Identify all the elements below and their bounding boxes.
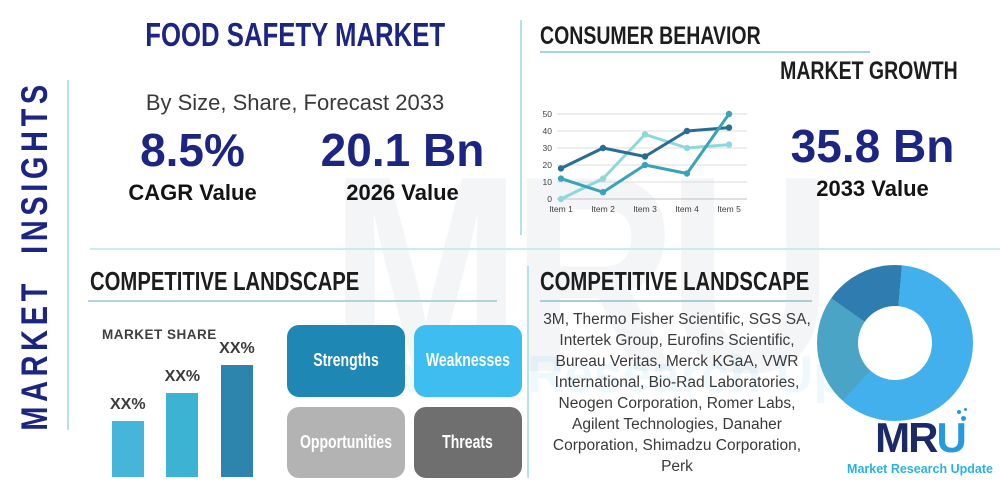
bar — [166, 393, 199, 477]
page-subtitle: By Size, Share, Forecast 2033 — [145, 90, 445, 115]
competitive-landscape-left-heading-text: COMPETITIVE LANDSCAPE — [90, 266, 360, 296]
stat-2026-value: 20.1 Bn — [320, 124, 485, 176]
svg-text:Item 5: Item 5 — [717, 204, 741, 214]
page-title-text: FOOD SAFETY MARKET — [145, 16, 445, 53]
bar — [220, 365, 253, 477]
market-share-chart-title: MARKET SHARE — [102, 327, 217, 342]
bar-column: XX% — [219, 340, 255, 477]
top-right-divider-line — [520, 20, 522, 235]
stat-2026: 20.1 Bn 2026 Value — [305, 126, 500, 206]
consumer-behavior-line-chart: 0 10 20 30 40 50 Item 1 Item 2 Item 3 Item 4 Item … — [543, 109, 747, 214]
swot-strengths-box: Strengths — [287, 325, 405, 397]
mru-logo-letter-m: M — [875, 414, 910, 461]
svg-text:Item 4: Item 4 — [675, 204, 699, 214]
bottom-right-divider-line — [527, 266, 529, 478]
market-growth-heading-text: MARKET GROWTH — [780, 57, 958, 85]
company-list: 3M, Thermo Fisher Scientific, SGS SA, In… — [543, 311, 811, 475]
swot-threats-label: Threats — [442, 431, 494, 452]
consumer-behavior-underline — [540, 51, 870, 53]
competitive-landscape-right-underline — [540, 300, 812, 302]
sidebar-divider-line — [67, 80, 69, 430]
svg-text:0: 0 — [547, 194, 552, 204]
bar-value-label: XX% — [110, 396, 146, 413]
competitive-landscape-right-heading-text: COMPETITIVE LANDSCAPE — [540, 266, 810, 296]
mru-logo: MRU Market Research Update — [840, 408, 1000, 476]
bar-column: XX% — [110, 396, 146, 477]
page-title: FOOD SAFETY MARKET — [90, 16, 500, 54]
svg-text:30: 30 — [543, 143, 553, 153]
swot-opportunities-box: Opportunities — [287, 406, 405, 478]
svg-text:40: 40 — [543, 126, 553, 136]
bar-value-label: XX% — [219, 340, 255, 357]
consumer-behavior-heading: CONSUMER BEHAVIOR — [540, 22, 823, 51]
stat-2033-label: 2033 Value — [816, 176, 929, 202]
stat-2026-label: 2026 Value — [346, 180, 459, 206]
svg-text:Item 1: Item 1 — [549, 204, 573, 214]
mru-logo-letter-u: U — [936, 414, 967, 461]
mru-logo-wordmark: MRU — [875, 408, 967, 461]
stat-2033: 35.8 Bn 2033 Value — [780, 122, 965, 202]
bar-column: XX% — [164, 368, 201, 477]
svg-text:50: 50 — [543, 109, 553, 119]
section-separator-line — [90, 248, 1000, 250]
sidebar-vertical-title-text: MARKET INSIGHTS — [14, 79, 55, 431]
market-share-bar-chart: XX% XX% XX% — [110, 338, 255, 477]
bar — [111, 421, 144, 477]
market-growth-heading: MARKET GROWTH — [540, 57, 958, 86]
stat-2033-value: 35.8 Bn — [790, 120, 955, 172]
competitive-landscape-left-heading: COMPETITIVE LANDSCAPE — [90, 266, 435, 297]
swot-grid: Strengths Weaknesses Opportunities Threa… — [287, 325, 522, 478]
mru-logo-letter-r: R — [908, 414, 938, 461]
swot-weaknesses-box: Weaknesses — [414, 325, 522, 397]
swot-weaknesses-label: Weaknesses — [425, 350, 510, 371]
mru-logo-tagline: Market Research Update — [847, 462, 993, 476]
swot-threats-box: Threats — [414, 406, 522, 478]
svg-text:Item 3: Item 3 — [633, 204, 657, 214]
sidebar-vertical-title: MARKET INSIGHTS — [7, 0, 63, 500]
stat-cagr-value: 8.5% — [140, 124, 245, 176]
competitive-landscape-right-heading: COMPETITIVE LANDSCAPE — [540, 266, 885, 297]
consumer-behavior-heading-text: CONSUMER BEHAVIOR — [540, 22, 761, 50]
svg-text:Item 2: Item 2 — [591, 204, 615, 214]
stat-cagr-label: CAGR Value — [128, 180, 257, 206]
mru-logo-bubbles-icon — [955, 408, 969, 422]
swot-opportunities-label: Opportunities — [299, 431, 393, 452]
competitive-landscape-left-underline — [88, 300, 497, 302]
bar-value-label: XX% — [164, 368, 201, 385]
swot-strengths-label: Strengths — [313, 350, 379, 371]
svg-text:20: 20 — [543, 160, 553, 170]
svg-text:10: 10 — [543, 177, 553, 187]
market-share-donut-chart — [817, 265, 973, 421]
stat-cagr: 8.5% CAGR Value — [95, 126, 290, 206]
